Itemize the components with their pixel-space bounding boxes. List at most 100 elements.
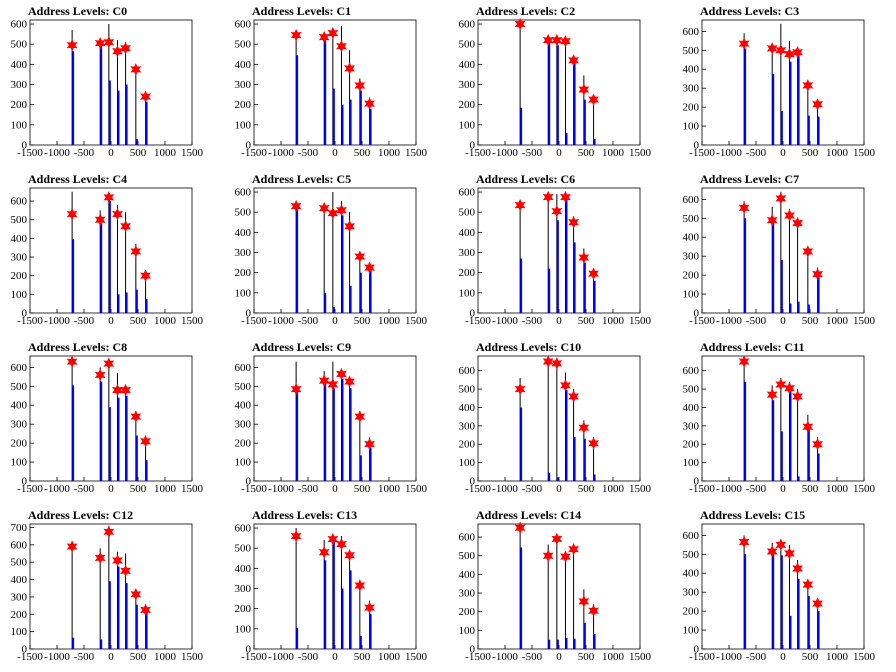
star-marker [568,216,579,229]
x-tick-label: 1500 [629,147,652,159]
x-tick-label: -1000 [716,483,742,495]
y-tick-label: 300 [235,583,252,595]
panel-title: Address Levels: C11 [700,340,805,354]
y-tick-label: 200 [235,267,252,279]
star-marker [551,33,563,47]
panel-title: Address Levels: C13 [252,508,358,522]
y-tick-label: 100 [235,287,252,299]
chart-panel: Address Levels: C9 0 100 200 300 400 500 600 -15… [224,336,448,504]
y-tick-label: 500 [683,45,700,57]
star-marker [560,190,571,204]
star-marker [94,551,106,565]
x-tick-label: 1000 [378,315,401,327]
x-tick-label: 1000 [378,483,401,495]
panel-title: Address Levels: C14 [476,508,582,522]
y-tick-label: 200 [11,270,28,282]
star-marker [514,382,526,396]
panel-title: Address Levels: C10 [476,340,582,354]
plot-frame [253,19,417,146]
panel-plot: 0 100 200 300 400 500 600 -1500 -1000 -500 0 500 100… [11,187,204,327]
panel-plot: 0 100 200 300 400 500 600 -1500 -1000 -500 0 500 100… [459,187,652,327]
x-tick-label: 1500 [629,651,652,663]
plot-frame [29,523,193,650]
star-marker [568,390,579,403]
y-tick-label: 600 [683,530,700,542]
x-tick-label: 1000 [602,651,625,663]
x-tick-label: 0 [556,651,562,663]
y-tick-label: 200 [683,270,700,282]
plot-frame [253,523,417,650]
y-tick-label: 100 [459,457,476,469]
y-tick-label: 0 [246,308,252,320]
star-marker [802,79,814,92]
y-tick-label: 0 [22,476,28,488]
chart-panel: Address Levels: C0 0 100 200 300 400 500 600 -15… [0,0,224,168]
y-tick-label: 300 [11,419,28,431]
x-tick-label: -500 [298,651,319,663]
x-tick-label: 0 [556,315,562,327]
star-marker [578,595,590,608]
panel-plot: 0 100 200 300 400 500 600 -1500 -1000 -500 0 500 100… [459,355,652,495]
y-tick-label: 600 [683,26,700,38]
x-tick-label: 1000 [602,315,625,327]
y-tick-label: 200 [683,102,700,114]
panel-title: Address Levels: C0 [28,4,128,18]
panel-plot: 0 100 200 300 400 500 600 -1500 -1000 -500 0 500 100… [235,187,428,327]
star-marker [130,410,142,423]
star-marker [588,93,599,106]
x-tick-label: -500 [522,483,543,495]
y-tick-label: 300 [683,587,700,599]
star-marker [588,437,599,450]
panel-title: Address Levels: C15 [700,508,806,522]
y-tick-label: 100 [11,457,28,469]
star-marker [514,521,526,534]
y-tick-label: 100 [459,119,476,131]
star-marker [578,83,590,96]
panel-title: Address Levels: C6 [476,172,576,186]
star-marker [336,203,347,217]
star-marker [792,390,803,403]
y-tick-label: 300 [235,247,252,259]
x-tick-label: 1000 [826,483,849,495]
x-tick-label: 0 [556,147,562,159]
x-tick-label: -1000 [492,651,518,663]
star-marker [551,532,563,546]
star-marker [551,357,563,370]
star-marker [364,437,375,451]
y-tick-label: 200 [459,99,476,111]
y-tick-label: 500 [459,207,476,219]
panel-plot: 0 100 200 300 400 500 600 -1500 -1000 -500 0 500 100… [683,523,876,663]
star-marker [542,355,554,368]
panel-plot: 0 100 200 300 400 500 600 -1500 -1000 -500 0 500 100… [683,19,876,159]
x-tick-label: -1000 [716,651,742,663]
plot-frame [477,355,641,482]
x-tick-label: 1500 [853,147,876,159]
star-marker [588,267,599,280]
x-tick-label: -1500 [689,483,715,495]
y-tick-label: 100 [11,626,28,638]
panel-plot: 0 100 200 300 400 500 600 -1500 -1000 -500 0 500 100… [235,523,428,663]
star-marker [112,207,123,221]
x-tick-label: 1000 [154,147,177,159]
plot-frame [701,19,865,146]
star-marker [738,201,750,215]
y-tick-label: 600 [459,187,476,199]
x-tick-label: 0 [108,651,114,663]
x-tick-label: 1000 [602,483,625,495]
star-marker [140,603,151,617]
star-marker [66,540,78,553]
star-marker [802,245,814,258]
x-tick-label: 500 [130,651,147,663]
star-marker [290,382,302,396]
x-tick-label: -1000 [716,315,742,327]
star-marker [568,542,579,556]
plot-frame [253,187,417,314]
star-marker [542,549,554,562]
x-tick-label: -500 [298,147,319,159]
plot-frame [253,355,417,482]
chart-panel: Address Levels: C5 0 100 200 300 400 500 600 -15… [224,168,448,336]
star-marker [103,191,115,204]
star-marker [120,220,131,233]
y-tick-label: 600 [459,532,476,544]
star-marker [290,199,302,213]
